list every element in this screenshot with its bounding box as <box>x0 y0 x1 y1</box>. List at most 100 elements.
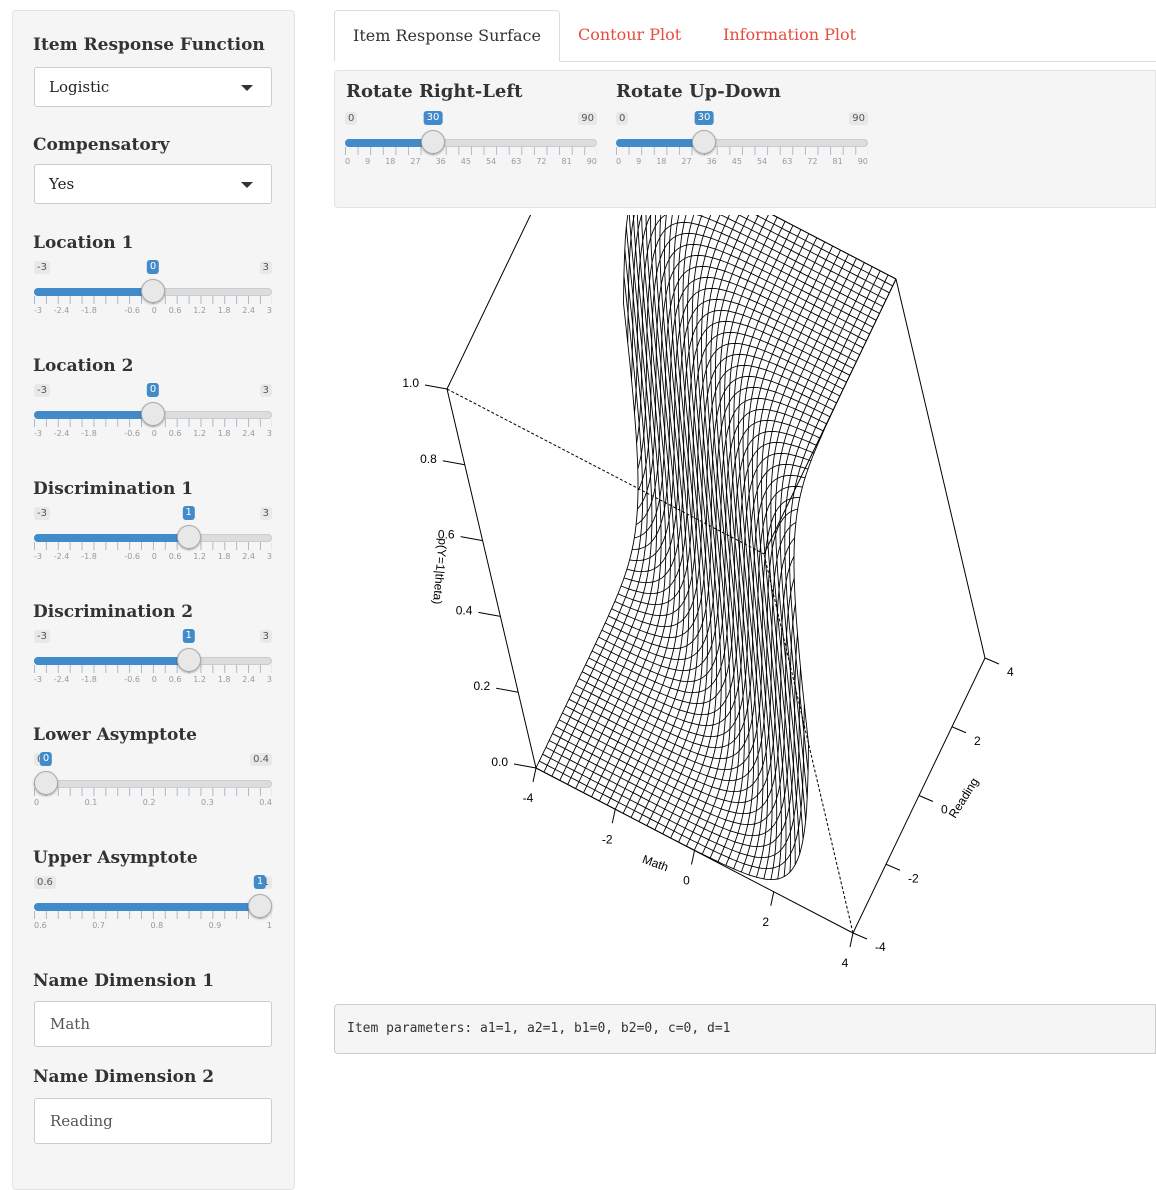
tick-label: 1.8 <box>217 552 231 561</box>
tick-label: 27 <box>410 157 421 166</box>
discrimination-1-value-label: 1 <box>182 506 195 520</box>
tick-label: 3 <box>266 306 272 315</box>
discrimination-2-handle[interactable] <box>176 648 201 672</box>
tick-label: 0.6 <box>34 921 47 930</box>
tick-label: 90 <box>857 157 868 166</box>
tick-label: 0.7 <box>92 921 105 930</box>
upper-asymptote-handle[interactable] <box>248 894 272 918</box>
tick-label: 3 <box>266 552 272 561</box>
y-tick-label: 4 <box>1007 665 1014 679</box>
y-tick <box>918 795 934 802</box>
mesh-line <box>761 249 841 873</box>
discrimination-1-label: Discrimination 1 <box>33 479 194 499</box>
x-tick <box>691 850 695 865</box>
irf-select[interactable]: Logistic <box>34 67 272 107</box>
location-2-slider[interactable]: -3 3 0 -3 -2.4 -1.8 -0.6 0 0.6 1.2 1.8 2.4 3 <box>34 383 272 454</box>
z-tick-label: 0.0 <box>491 755 508 769</box>
compensatory-select[interactable]: Yes <box>34 164 272 204</box>
y-tick <box>984 657 1000 665</box>
tick-label: 0 <box>151 552 157 561</box>
location-2-fill <box>34 411 153 419</box>
z-tick-label: 0.6 <box>438 528 455 542</box>
discrimination-2-slider[interactable]: -3 3 1 -3 -2.4 -1.8 -0.6 0 0.6 1.2 1.8 2.4 3 <box>34 629 272 700</box>
mesh-line <box>742 233 810 880</box>
location-2-max-label: 3 <box>259 384 272 397</box>
z-tick <box>460 536 483 542</box>
mesh-line <box>756 245 834 877</box>
tick-label: 0 <box>151 306 157 315</box>
surface-mesh <box>535 215 897 881</box>
mesh-line <box>654 215 708 830</box>
rotate-up-down-handle[interactable] <box>692 130 716 154</box>
item-response-surface-plot: 0.0 0.2 0.4 0.6 0.8 1.0 -4 -2 0 2 4 -4 -2 0 2 4 p(Y=1|th… <box>402 215 1014 970</box>
location-1-value-label: 0 <box>146 260 160 274</box>
z-tick-label: 0.4 <box>456 603 473 617</box>
mesh-line <box>724 217 778 869</box>
tab-information-plot[interactable]: Information Plot <box>723 25 857 44</box>
location-1-handle[interactable] <box>141 279 165 303</box>
z-tick <box>513 763 537 769</box>
mesh-line <box>535 303 639 769</box>
tick-label: -1.8 <box>81 306 97 315</box>
name-dimension-1-input[interactable]: Math <box>34 1001 272 1047</box>
upper-asymptote-slider[interactable]: 0.6110.60.70.80.91 <box>34 875 272 946</box>
rotate-up-down-slider[interactable]: 0 90 30 0 9 18 27 36 45 54 63 72 81 90 <box>616 111 868 182</box>
tick-label: 63 <box>511 157 522 166</box>
rotate-right-left-slider[interactable]: 0 90 30 0 9 18 27 36 45 54 63 72 81 90 <box>345 111 597 182</box>
tick-label: 54 <box>756 157 768 166</box>
tick-label <box>109 552 113 561</box>
rotate-right-left-min-label: 0 <box>345 112 358 125</box>
mesh-line <box>606 215 681 806</box>
upper-asymptote-fill <box>34 903 260 911</box>
upper-asymptote-label: Upper Asymptote <box>33 848 198 868</box>
rotate-right-left-handle[interactable] <box>421 130 445 154</box>
location-1-slider[interactable]: -3 3 0 -3 -2.4 -1.8 -0.6 0 0.6 1.2 1.8 2.4 3 <box>34 260 272 331</box>
tick-label: 0.9 <box>208 921 222 930</box>
tick-label <box>109 429 113 438</box>
name-dimension-2-input[interactable]: Reading <box>34 1098 272 1144</box>
lower-asymptote-track[interactable] <box>34 780 272 788</box>
name-dimension-1-label: Name Dimension 1 <box>33 971 215 991</box>
y-tick-label: 0 <box>941 803 948 817</box>
discrimination-2-label: Discrimination 2 <box>33 602 194 622</box>
mesh-line <box>709 215 750 859</box>
tick-label: 0.6 <box>168 675 182 684</box>
rotate-right-left-value-label: 30 <box>423 111 443 125</box>
x-tick <box>770 891 775 906</box>
compensatory-label: Compensatory <box>33 135 170 155</box>
tick-label: -2.4 <box>53 429 70 438</box>
mesh-line <box>567 215 657 785</box>
location-2-handle[interactable] <box>141 402 165 426</box>
box-edge <box>895 278 986 659</box>
discrimination-1-handle[interactable] <box>176 525 201 549</box>
lower-asymptote-handle[interactable] <box>34 771 58 795</box>
mesh-line <box>627 215 893 343</box>
tab-item-response-surface[interactable]: Item Response Surface <box>334 10 560 62</box>
box-edge <box>446 388 537 769</box>
tab-bar: Item Response Surface Contour Plot Infor… <box>334 10 1156 62</box>
rotate-up-down-label: Rotate Up-Down <box>616 81 781 102</box>
mesh-line <box>565 508 798 782</box>
rotate-right-left-fill <box>345 139 433 147</box>
mesh-line <box>575 215 662 789</box>
mesh-line <box>775 262 865 840</box>
z-tick <box>442 460 465 466</box>
rotate-up-down-value-label: 30 <box>694 111 714 125</box>
discrimination-2-fill <box>34 657 189 665</box>
location-1-min-label: -3 <box>34 261 50 274</box>
mesh-line <box>686 215 727 847</box>
tab-contour-plot[interactable]: Contour Plot <box>578 25 682 44</box>
mesh-line <box>714 215 759 862</box>
lower-asymptote-tick-labels: 0 0.1 0.2 0.3 0.4 <box>34 798 272 807</box>
discrimination-1-slider[interactable]: -3 3 1 -3 -2.4 -1.8 -0.6 0 0.6 1.2 1.8 2.4 3 <box>34 506 272 577</box>
discrimination-1-fill <box>34 534 189 542</box>
mesh-line <box>678 215 722 843</box>
z-tick-label: 0.2 <box>474 679 491 693</box>
tick-label: 3 <box>266 675 272 684</box>
tick-label: 0.2 <box>142 798 156 807</box>
sidebar-panel: Item Response Function Logistic Compensa… <box>12 10 295 1190</box>
tick-label: 0 <box>151 675 157 684</box>
tick-label: 63 <box>782 157 793 166</box>
x-tick <box>611 809 616 824</box>
